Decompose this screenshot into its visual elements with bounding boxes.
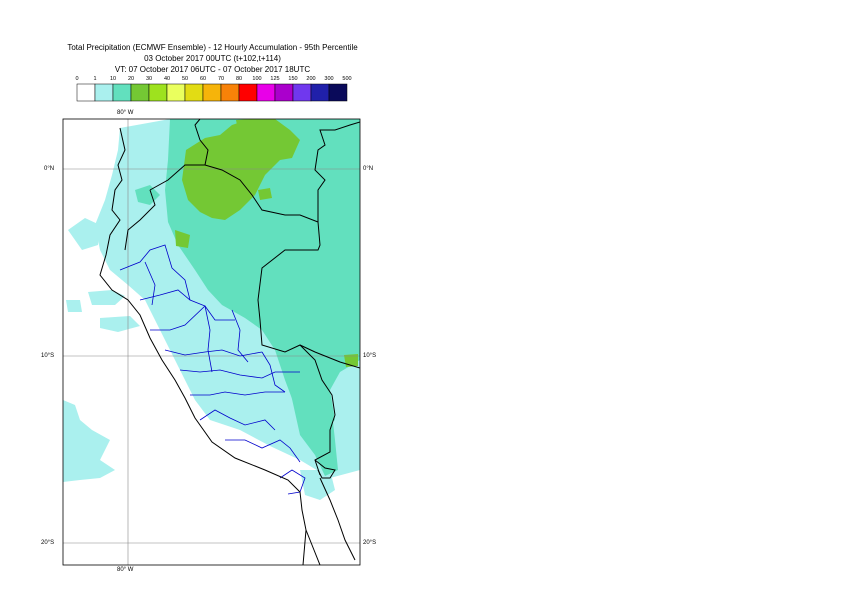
legend-tick-label: 150	[288, 76, 297, 82]
lon-label-top: 80° W	[117, 110, 134, 116]
regional-boundaries	[119, 244, 306, 495]
legend-tick-label: 20	[128, 76, 134, 82]
lat-label-right-20s: 20°S	[363, 540, 377, 546]
lon-label-bottom: 80° W	[117, 567, 134, 573]
chart-title-line1: Total Precipitation (ECMWF Ensemble) - 1…	[67, 43, 358, 52]
lat-label-right-10s: 10°S	[363, 353, 377, 359]
precipitation-legend: 0 1 10 20 30 40 50 60 70 80 100 125 150 200 300 500	[75, 76, 352, 102]
legend-tick-label: 80	[236, 76, 242, 82]
chart-title-line2: 03 October 2017 00UTC (t+102,t+114)	[144, 54, 281, 63]
legend-tick-label: 125	[270, 76, 279, 82]
legend-tick-label: 70	[218, 76, 224, 82]
country-borders	[99, 119, 360, 565]
lat-label-left-20s: 20°S	[41, 540, 55, 546]
lat-label-left-10s: 10°S	[41, 353, 55, 359]
legend-tick-label: 60	[200, 76, 206, 82]
legend-tick-label: 0	[75, 76, 78, 82]
lat-label-right-0: 0°N	[363, 166, 374, 172]
legend-tick-label: 40	[164, 76, 170, 82]
legend-tick-label: 100	[252, 76, 261, 82]
map-frame	[62, 118, 361, 566]
lat-label-left-0: 0°N	[44, 166, 55, 172]
legend-tick-label: 200	[306, 76, 315, 82]
map-panel	[63, 119, 360, 565]
legend-tick-label: 50	[182, 76, 188, 82]
legend-swatch	[328, 83, 348, 102]
legend-tick-label: 10	[110, 76, 116, 82]
legend-tick-label: 500	[342, 76, 351, 82]
legend-tick-label: 1	[93, 76, 96, 82]
legend-tick-label: 300	[324, 76, 333, 82]
legend-tick-label: 30	[146, 76, 152, 82]
chart-title-line3: VT: 07 October 2017 06UTC - 07 October 2…	[114, 65, 311, 74]
